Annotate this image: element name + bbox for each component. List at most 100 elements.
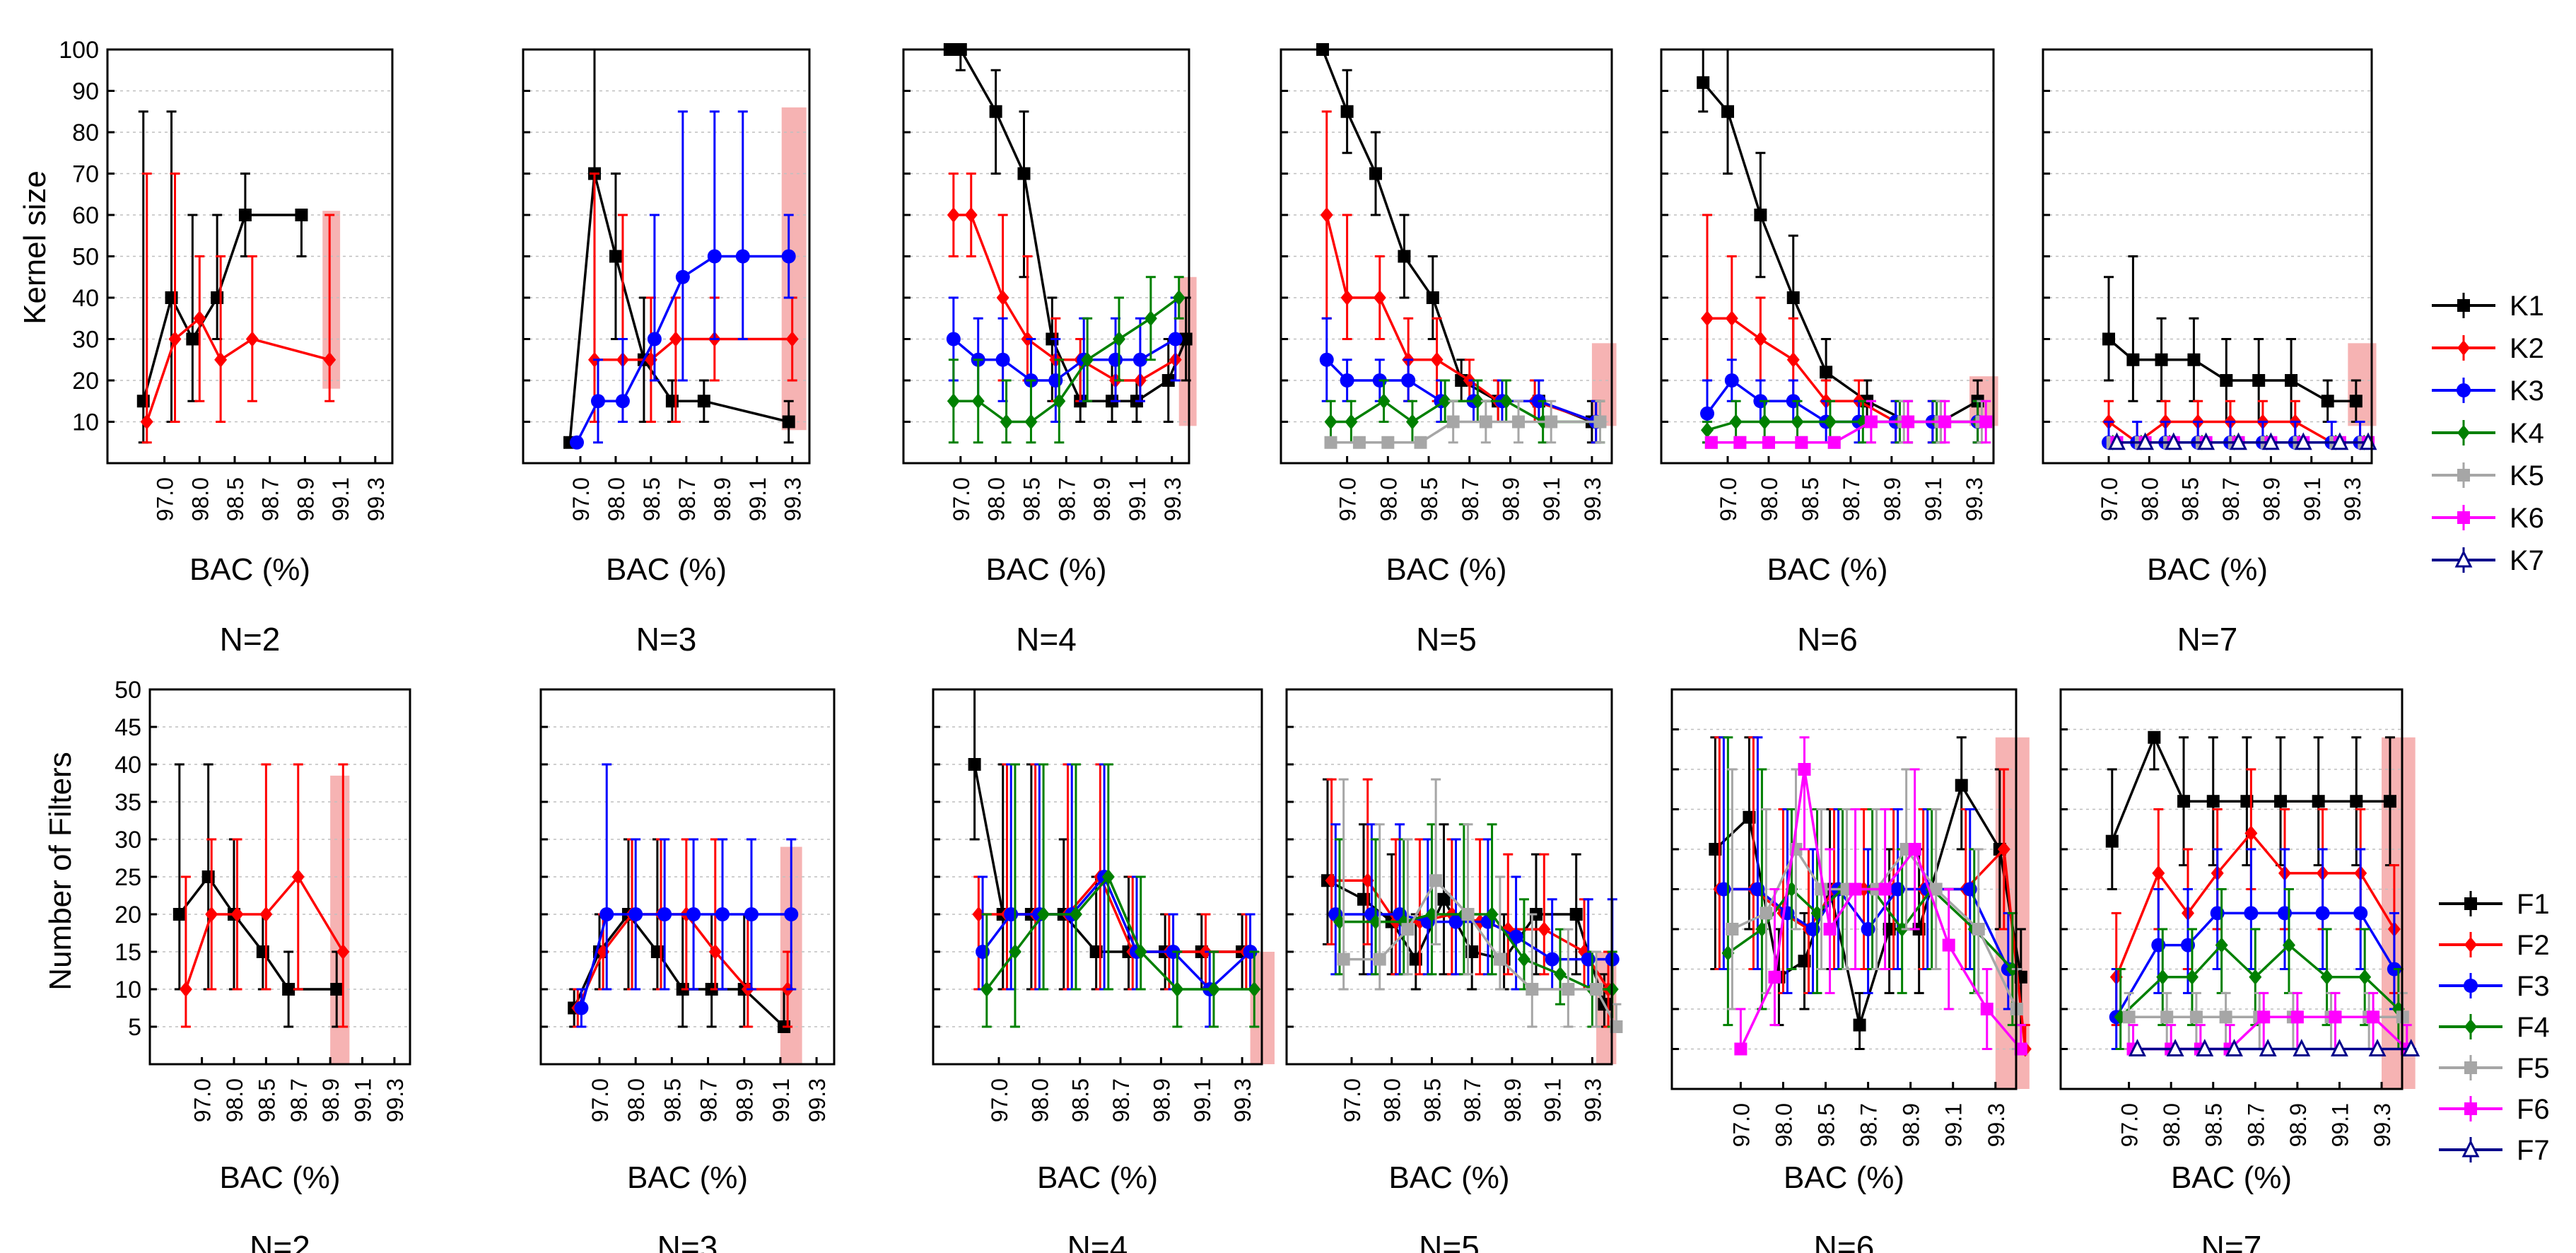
y-tick-label: 10 [72,409,99,436]
panel-title: N=4 [1067,1229,1128,1253]
x-axis-label: BAC (%) [1784,1160,1904,1195]
legend-label: F6 [2517,1094,2550,1125]
series-F5 [1337,778,1623,1033]
data-point [2383,795,2396,808]
x-axis-label: BAC (%) [2171,1160,2292,1195]
series-K2 [140,173,336,444]
x-tick-label: 98.9 [732,1078,758,1122]
x-axis-label: BAC (%) [189,552,310,587]
data-point [1101,869,1115,885]
legend-item: K7 [2432,545,2544,576]
data-point [968,758,981,771]
legend-bottom: F1 F2 F3 F4 F5 F6 F7 [2439,889,2550,1166]
data-point [2185,969,2199,985]
panel-9: 97.0 98.0 98.5 98.7 98.9 99.1 99.3 BAC (%) N=4 [932,688,1275,1253]
data-point [1725,310,1738,327]
data-point [1853,1018,1866,1032]
x-tick-label: 98.9 [1500,1078,1526,1122]
ylabel-bottom: Number of Filters [43,752,78,990]
series-K1 [1697,48,1984,444]
legend-label: F3 [2517,971,2550,1002]
x-tick-label: 98.0 [1757,477,1782,521]
data-point [1798,763,1811,776]
data-point [1902,415,1915,429]
series-line [146,316,330,423]
data-point [168,331,182,347]
data-point [1704,436,1718,449]
x-tick-label: 99.1 [1540,1078,1566,1122]
data-point [2368,1039,2387,1056]
data-point [330,983,344,996]
x-tick-label: 98.0 [623,1078,649,1122]
data-point [1517,951,1530,967]
data-point [615,394,630,409]
legend-marker [2464,979,2478,993]
legend-item: K1 [2432,291,2544,322]
data-point [245,331,259,347]
x-tick-label: 99.3 [2340,477,2365,521]
data-point [574,1001,589,1015]
data-point [2312,795,2325,808]
data-point [1499,393,1513,409]
data-point [1545,415,1558,429]
legend-label: K1 [2510,291,2544,322]
data-point [1369,167,1383,180]
data-point [2014,1042,2027,1056]
plot-frame [1280,48,1613,465]
legend-label: F1 [2517,889,2550,920]
data-point [2215,937,2228,953]
x-tick-label: 98.7 [2243,1103,2268,1147]
series-F1 [2105,730,2396,890]
plot-frame [1660,48,1995,465]
data-point [2197,432,2215,450]
data-point [2402,1039,2420,1056]
data-point [1048,373,1063,387]
x-tick-label: 98.7 [1054,477,1079,521]
data-point [1762,436,1775,449]
data-point [1590,983,1603,996]
data-point [282,983,295,996]
data-point [323,351,336,368]
series-line [185,875,344,990]
data-point [1768,970,1781,984]
legend-label: K3 [2510,375,2544,407]
ylabel-top: Kernel size [18,170,52,325]
data-point [1798,955,1811,968]
data-point [2282,937,2295,953]
data-point [2285,374,2298,387]
legend-marker [2457,425,2470,441]
data-point [609,250,622,263]
panel-title: N=6 [1814,1229,1875,1253]
x-tick-label: 97.0 [2097,477,2122,521]
x-tick-label: 98.0 [222,1078,247,1122]
data-point [785,331,799,347]
data-point [708,944,722,960]
data-point [1908,843,1921,856]
panel-title: N=5 [1419,1229,1480,1253]
x-tick-label: 97.0 [190,1078,216,1122]
data-point [1526,983,1539,996]
panel-10: 97.0 98.0 98.5 98.7 98.9 99.1 99.3 BAC (%) N=5 [1285,688,1623,1253]
data-point [1755,921,1769,937]
plot-frame [106,48,394,465]
x-tick-label: 98.7 [1839,477,1864,521]
x-tick-label: 99.1 [328,477,353,521]
data-point [1760,907,1773,920]
y-tick-label: 60 [72,202,99,229]
plot-frame [2042,48,2373,465]
data-point [697,395,710,408]
y-tick-label: 100 [59,37,99,64]
x-tick-label: 97.0 [1340,1078,1365,1122]
data-point [238,209,252,221]
series-K4 [1324,379,1607,444]
data-point [2108,432,2126,450]
x-tick-label: 98.5 [639,477,665,521]
legend-item: K6 [2432,503,2544,534]
series-line [573,912,785,1028]
data-point [193,310,206,327]
x-tick-label: 98.9 [1149,1078,1174,1122]
data-point [1405,414,1419,430]
x-tick-label: 99.3 [1160,477,1185,521]
legend-item: F1 [2439,889,2550,920]
